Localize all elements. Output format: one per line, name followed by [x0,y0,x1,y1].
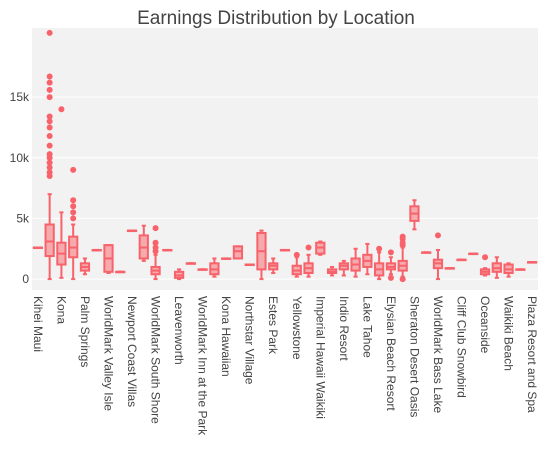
x-tick-label: Palm Springs [78,296,92,367]
outlier [152,225,159,232]
outlier [46,142,53,149]
outlier [70,197,77,204]
x-tick-label: Kona [54,296,68,324]
x-tick-label: Estes Park [266,296,280,355]
outlier [70,209,77,216]
x-tick-label: Plaza Resort and Spa [525,296,539,413]
outlier [46,124,53,131]
x-tick-label: Kona Hawaiian [219,296,233,377]
outlier [434,232,441,239]
outlier [70,166,77,173]
outlier [46,118,53,125]
outlier [46,29,53,36]
outlier [46,132,53,139]
x-tick-label: Newport Coast Villas [125,296,139,407]
outlier [46,151,53,158]
x-tick-label: Leavenworth [172,296,186,365]
x-tick-label: Indio Resort [337,296,351,361]
outlier [46,164,53,171]
box [232,245,244,260]
x-tick-label: Waikiki Beach [502,296,516,371]
y-tick-label: 0 [22,272,29,286]
outlier [46,73,53,80]
x-tick-label: WorldMark Inn at the Park [196,296,210,436]
outlier [376,245,383,252]
x-tick-label: WorldMark South Shore [149,296,163,424]
outlier [387,274,394,281]
outlier [305,244,312,251]
outlier [46,113,53,120]
y-tick-label: 5k [16,211,30,225]
x-tick-label: Elysian Beach Resort [384,296,398,411]
outlier [399,233,406,240]
x-tick-label: Cliff Club Snowbird [455,296,469,398]
outlier [58,106,65,113]
x-tick-label: Kihei Maui [31,296,45,352]
y-tick-label: 10k [10,151,30,165]
x-tick-label: Northstar Village [243,296,257,385]
outlier [387,249,394,256]
outlier [152,239,159,246]
x-tick-label: Oceanside [478,296,492,354]
outlier [293,251,300,258]
box [44,223,55,258]
x-tick-label: Lake Tahoe [360,296,374,358]
x-tick-label: Imperial Hawaii Waikiki [313,296,327,419]
outlier [152,244,159,251]
x-tick-label: Sheraton Desert Oasis [407,296,421,417]
outlier [46,86,53,93]
x-tick-label: Yellowstone [290,296,304,360]
outlier [399,276,406,283]
x-tick-label: WorldMark Bass Lake [431,296,445,413]
plot-background [32,28,538,290]
y-tick-label: 15k [10,90,30,104]
outlier [70,215,77,222]
x-tick-label: WorldMark Valley Isle [101,296,115,411]
outlier [46,94,53,101]
outlier [70,203,77,210]
outlier [46,169,53,176]
outlier [46,79,53,86]
outlier [482,254,489,261]
outlier [46,159,53,166]
chart-title: Earnings Distribution by Location [137,8,415,29]
